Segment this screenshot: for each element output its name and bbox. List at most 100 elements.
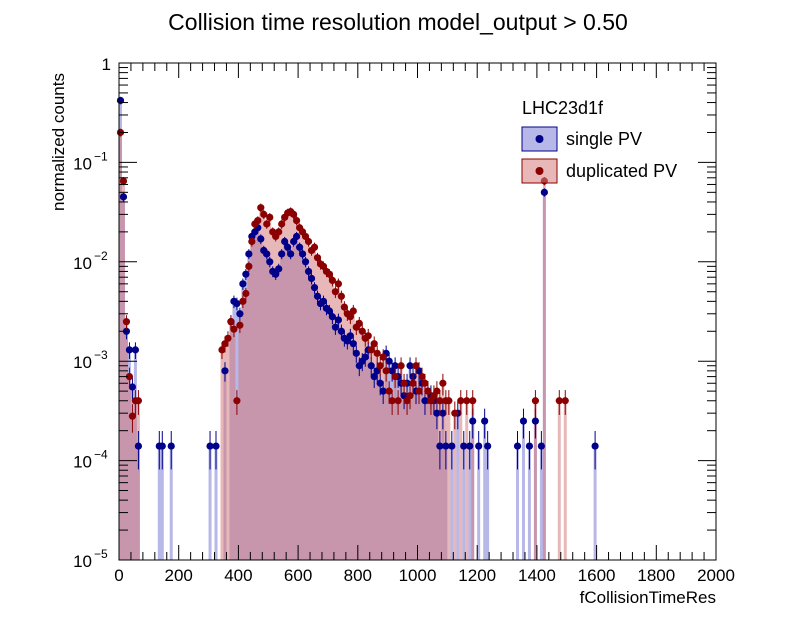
data-point <box>513 442 522 450</box>
data-point <box>266 213 274 221</box>
data-point <box>298 250 307 258</box>
data-point <box>448 442 456 450</box>
data-point <box>275 265 283 273</box>
legend-entries: single PV duplicated PV <box>521 126 677 184</box>
x-tick-label: 400 <box>224 566 252 585</box>
legend: LHC23d1f single PV duplicated PV <box>521 98 677 184</box>
y-tick-label: 10 <box>73 353 92 372</box>
data-point <box>424 387 432 395</box>
data-point <box>412 362 420 370</box>
data-point <box>481 417 489 425</box>
data-point <box>221 340 229 348</box>
data-point <box>406 392 414 400</box>
data-point <box>358 327 366 335</box>
x-tick-label: 1800 <box>637 566 675 585</box>
x-tick-label: 1400 <box>518 566 556 585</box>
data-point <box>218 346 226 354</box>
data-point <box>227 318 235 326</box>
data-point <box>304 237 313 246</box>
data-point <box>442 442 450 450</box>
legend-marker <box>535 167 544 175</box>
data-point <box>469 397 477 405</box>
data-point <box>128 383 137 391</box>
y-axis-label: normalized counts <box>49 73 68 211</box>
data-point <box>436 397 444 405</box>
data-point <box>248 237 256 246</box>
data-point <box>313 254 322 262</box>
data-point <box>376 379 384 387</box>
data-point <box>257 204 265 212</box>
data-point <box>469 417 477 425</box>
data-point <box>537 442 545 450</box>
data-point <box>254 216 262 225</box>
data-point <box>484 442 492 450</box>
data-point <box>418 372 426 381</box>
data-point <box>328 313 337 321</box>
data-point <box>349 307 357 315</box>
series-2-fill-area <box>119 132 567 561</box>
data-point <box>555 397 563 405</box>
y-tick-exponent: −5 <box>94 547 108 561</box>
legend-title: LHC23d1f <box>522 98 604 118</box>
data-point <box>334 316 342 324</box>
data-point <box>373 349 381 357</box>
data-point <box>531 417 540 425</box>
data-point <box>361 353 369 361</box>
data-point <box>337 292 345 300</box>
data-point <box>206 442 214 450</box>
data-point <box>352 349 360 357</box>
data-point <box>319 297 328 305</box>
data-point <box>263 220 271 228</box>
data-point <box>382 367 390 375</box>
data-point <box>337 327 345 335</box>
x-tick-label: 0 <box>114 566 123 585</box>
data-point <box>421 397 429 405</box>
data-point <box>290 210 298 218</box>
data-point <box>400 379 408 387</box>
data-point <box>421 379 429 387</box>
data-point <box>439 379 447 387</box>
data-point <box>364 332 372 340</box>
y-tick-exponent: −1 <box>94 149 108 163</box>
data-point <box>233 397 241 405</box>
data-point <box>376 362 384 370</box>
data-point <box>125 372 134 381</box>
data-point <box>331 288 340 296</box>
data-point <box>445 397 453 405</box>
legend-entry-label: duplicated PV <box>566 161 677 181</box>
data-point <box>260 210 268 218</box>
data-point <box>257 235 265 243</box>
y-tick-exponent: −2 <box>94 249 108 263</box>
data-point <box>463 397 471 405</box>
data-point <box>293 216 301 225</box>
data-point <box>346 313 354 321</box>
data-point <box>287 250 295 258</box>
data-point <box>122 318 131 326</box>
y-tick-label: 1 <box>102 55 111 74</box>
x-tick-label: 1000 <box>399 566 437 585</box>
y-tick-label: 10 <box>73 552 92 571</box>
data-point <box>239 280 247 288</box>
data-point <box>284 243 292 251</box>
x-tick-label: 800 <box>344 566 372 585</box>
data-point <box>433 387 441 395</box>
y-tick-label: 10 <box>73 154 92 173</box>
data-point <box>119 177 128 185</box>
legend-marker <box>535 135 544 143</box>
data-point <box>310 243 319 251</box>
x-axis-label: fCollisionTimeRes <box>580 588 716 607</box>
data-point <box>131 346 140 354</box>
data-point <box>334 280 342 288</box>
data-point <box>239 297 247 305</box>
data-point <box>134 442 143 450</box>
data-point <box>355 319 363 328</box>
data-point <box>540 188 548 196</box>
data-point <box>439 409 447 417</box>
data-point <box>275 228 283 236</box>
data-point <box>385 387 393 395</box>
data-point <box>457 397 465 405</box>
data-point <box>278 250 286 258</box>
data-point <box>561 397 569 405</box>
data-point <box>272 270 280 278</box>
